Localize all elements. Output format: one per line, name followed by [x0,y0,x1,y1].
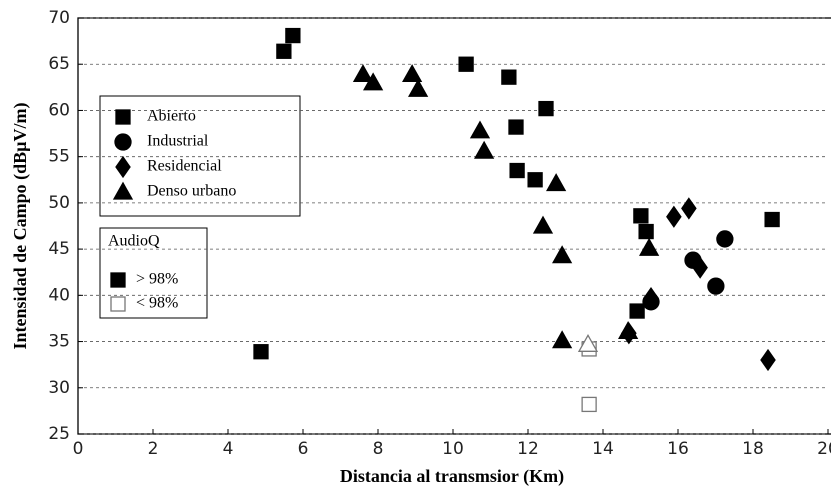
point [692,256,708,279]
y-tick-label: 25 [48,424,70,444]
point [681,197,697,220]
point [638,223,654,240]
plot-frame [77,17,831,435]
point [643,286,659,310]
x-tick-label: 12 [517,439,539,459]
legend-label: Residencial [147,158,222,175]
point [538,100,554,117]
point [546,173,567,192]
x-axis-label: Distancia al transmsior (Km) [340,466,564,487]
point [707,277,725,295]
y-tick-label: 60 [48,100,70,120]
y-tick-label: 50 [48,193,70,213]
x-tick-label: 14 [592,439,614,459]
point [408,78,429,97]
x-tick-label: 18 [742,439,764,459]
legend-marker [110,296,126,312]
point [363,72,384,91]
point [581,396,597,413]
y-tick-label: 70 [48,8,70,28]
point [402,64,423,83]
x-tick-label: 10 [442,439,464,459]
x-tick-label: 4 [223,439,234,459]
legend-marker [115,155,131,179]
point [532,215,554,234]
point [469,120,491,139]
y-tick-label: 30 [48,378,70,398]
point [508,119,524,135]
x-tick-label: 16 [667,439,689,459]
point [509,162,525,179]
point [639,237,660,256]
point [764,211,780,228]
legend-label: Industrial [147,133,209,150]
legend-marker [112,181,134,200]
point [577,334,599,352]
point [666,205,682,228]
point [276,43,292,59]
point [527,172,543,188]
legend-marker [114,133,132,151]
y-tick-label: 35 [48,332,70,352]
quality-legend-label: > 98% [136,271,178,288]
x-tick-label: 2 [148,439,159,459]
y-axis-label: Intensidad de Campo (dBµV/m) [10,103,31,350]
y-tick-label: 55 [48,147,70,167]
point [716,230,734,248]
point [552,330,573,349]
x-tick-label: 6 [298,439,309,459]
point [633,208,649,224]
y-tick-label: 45 [48,239,70,259]
point [458,56,474,72]
legend-marker [115,109,131,125]
point [474,140,495,159]
x-tick-label: 8 [373,439,384,459]
legend-label: Denso urbano [147,183,236,200]
point [285,27,301,44]
quality-legend-title: AudioQ [108,233,160,250]
legend-box [99,95,301,217]
point [618,321,639,340]
point [629,303,645,319]
point [552,245,573,264]
y-tick-label: 40 [48,285,70,305]
x-tick-label: 0 [73,439,84,459]
point [501,69,517,85]
quality-legend-label: < 98% [136,295,178,312]
y-tick-label: 65 [48,54,70,74]
point [352,64,374,83]
point [253,344,269,360]
x-tick-label: 20 [817,439,831,459]
legend-label: Abierto [147,108,196,125]
point [760,348,776,372]
legend-marker [110,272,126,288]
